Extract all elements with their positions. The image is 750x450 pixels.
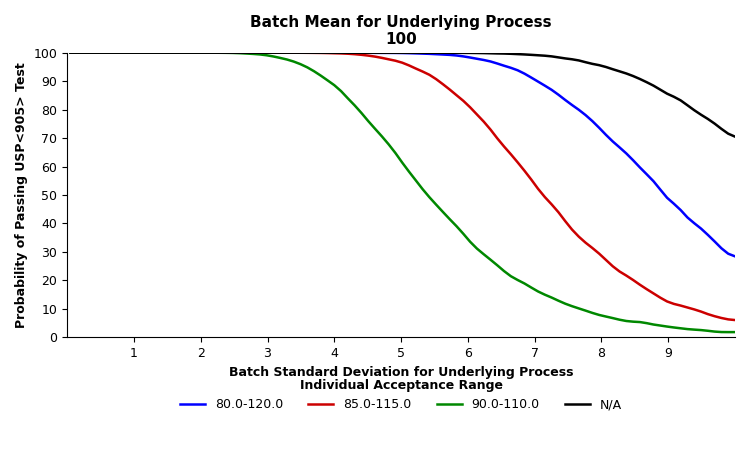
85.0-115.0 (269, 50, 278, 55)
Line: N/A: N/A (70, 53, 735, 137)
85.0-115.0 (418, 69, 427, 74)
90.0-110.0 (730, 329, 740, 335)
Line: 80.0-120.0: 80.0-120.0 (70, 53, 735, 256)
N/A (221, 50, 230, 55)
90.0-110.0 (221, 50, 230, 55)
X-axis label: Batch Standard Deviation for Underlying Process: Batch Standard Deviation for Underlying … (229, 365, 573, 378)
80.0-120.0 (730, 254, 740, 259)
N/A (730, 134, 740, 140)
80.0-120.0 (242, 50, 250, 55)
Line: 85.0-115.0: 85.0-115.0 (70, 53, 735, 320)
90.0-110.0 (724, 329, 733, 335)
80.0-120.0 (418, 51, 427, 56)
80.0-120.0 (66, 50, 75, 55)
Title: Batch Mean for Underlying Process
100: Batch Mean for Underlying Process 100 (251, 15, 552, 47)
80.0-120.0 (588, 118, 597, 124)
N/A (398, 50, 406, 55)
N/A (418, 50, 427, 55)
85.0-115.0 (398, 60, 406, 65)
90.0-110.0 (588, 310, 597, 315)
80.0-120.0 (269, 50, 278, 55)
90.0-110.0 (269, 54, 278, 59)
80.0-120.0 (398, 50, 406, 56)
85.0-115.0 (588, 245, 597, 251)
80.0-120.0 (221, 50, 230, 55)
90.0-110.0 (398, 160, 406, 165)
Y-axis label: Probability of Passing USP<905> Test: Probability of Passing USP<905> Test (15, 62, 28, 328)
Line: 90.0-110.0: 90.0-110.0 (70, 53, 735, 332)
85.0-115.0 (730, 317, 740, 323)
Legend: 80.0-120.0, 85.0-115.0, 90.0-110.0, N/A: 80.0-120.0, 85.0-115.0, 90.0-110.0, N/A (176, 374, 627, 416)
90.0-110.0 (66, 50, 75, 55)
N/A (242, 50, 250, 55)
85.0-115.0 (242, 50, 250, 55)
85.0-115.0 (66, 50, 75, 55)
N/A (66, 50, 75, 55)
90.0-110.0 (418, 186, 427, 192)
N/A (269, 50, 278, 55)
90.0-110.0 (242, 51, 250, 56)
N/A (588, 61, 597, 67)
85.0-115.0 (221, 50, 230, 55)
